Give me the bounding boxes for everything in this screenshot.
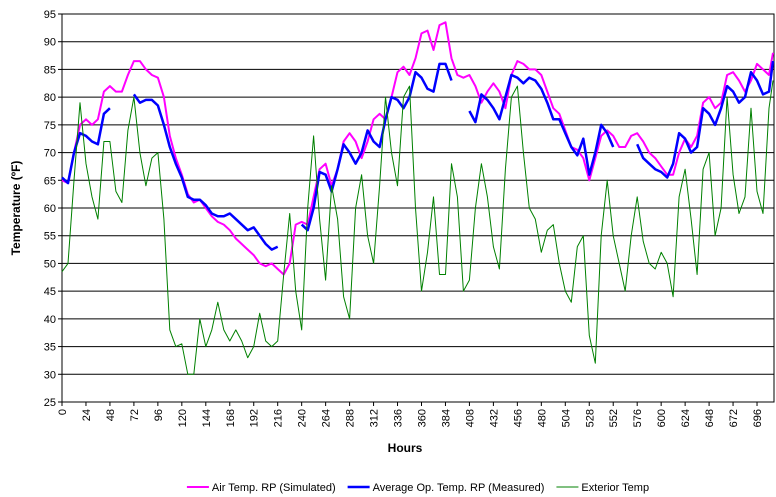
x-tick-label: 336 [393,409,405,427]
y-tick-label: 55 [44,231,56,243]
x-tick-label: 576 [632,409,644,427]
y-tick-label: 65 [44,175,56,187]
x-tick-label: 360 [416,409,428,427]
x-tick-label: 120 [177,409,189,427]
x-tick-label: 696 [752,409,764,427]
y-tick-label: 90 [44,37,56,49]
x-tick-label: 0 [57,409,69,415]
x-tick-label: 216 [273,409,285,427]
x-tick-label: 504 [560,409,572,427]
series-line [61,21,774,276]
y-axis-label: Temperature (ºF) [9,161,23,256]
x-tick-label: 528 [584,409,596,427]
x-tick-label: 48 [105,409,117,421]
x-tick-label: 480 [536,409,548,427]
x-tick-label: 144 [201,409,213,427]
x-tick-label: 432 [488,409,500,427]
x-tick-label: 552 [608,409,620,427]
y-tick-label: 50 [44,258,56,270]
legend-label: Air Temp. RP (Simulated) [212,482,336,494]
x-tick-label: 456 [512,409,524,427]
y-tick-label: 25 [44,397,56,409]
x-tick-label: 648 [704,409,716,427]
y-tick-label: 75 [44,120,56,132]
y-tick-label: 45 [44,286,56,298]
x-tick-label: 288 [345,409,357,427]
x-tick-label: 168 [225,409,237,427]
y-tick-label: 70 [44,148,56,160]
legend: Air Temp. RP (Simulated) Average Op. Temp… [186,482,649,494]
x-tick-label: 384 [440,409,452,427]
y-tick-label: 35 [44,342,56,354]
x-tick-label: 240 [297,409,309,427]
x-tick-label: 24 [81,409,93,421]
x-tick-label: 72 [129,409,141,421]
series-line [61,60,775,251]
y-tick-label: 40 [44,314,56,326]
y-tick-label: 60 [44,203,56,215]
plot-border [61,13,775,403]
y-tick-label: 95 [44,9,56,21]
series-line [61,80,774,375]
x-axis-label: Hours [388,441,423,455]
x-tick-label: 672 [728,409,740,427]
x-tick-label: 312 [369,409,381,427]
x-tick-label: 192 [249,409,261,427]
x-tick-label: 96 [153,409,165,421]
x-tick-label: 624 [680,409,692,427]
x-tick-label: 408 [464,409,476,427]
y-tick-label: 30 [44,369,56,381]
legend-label: Average Op. Temp. RP (Measured) [373,482,545,494]
x-tick-label: 264 [321,409,333,427]
x-tick-label: 600 [656,409,668,427]
y-tick-label: 85 [44,64,56,76]
legend-label: Exterior Temp [581,482,649,494]
y-tick-label: 80 [44,92,56,104]
